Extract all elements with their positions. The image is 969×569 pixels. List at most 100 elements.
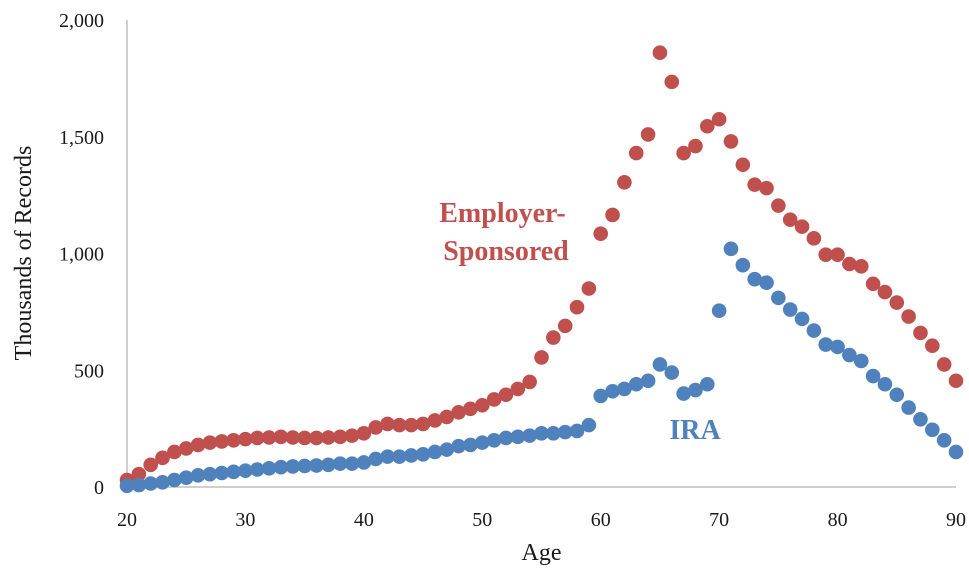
ira-point [569, 423, 585, 439]
ira-point [380, 449, 395, 464]
y-axis-ticks: 0 500 1,000 1,500 2,000 [59, 10, 104, 499]
employer-sponsored-point [664, 74, 680, 90]
ira-point [249, 462, 265, 477]
x-tick-label: 50 [472, 509, 492, 531]
ira-point [711, 303, 727, 319]
ira-point [700, 376, 715, 392]
ira-point [782, 302, 798, 317]
employer-sponsored-point [628, 145, 644, 161]
employer-sponsored-point [557, 318, 573, 334]
employer-sponsored-point [771, 198, 786, 213]
ira-point [143, 476, 158, 491]
ira-point [498, 430, 514, 446]
ira-point [925, 422, 940, 438]
data-points [119, 45, 964, 494]
employer-sponsored-point [948, 373, 964, 389]
ira-point [178, 470, 194, 485]
ira-point [688, 382, 703, 398]
x-tick-label: 80 [828, 509, 848, 531]
x-tick-label: 30 [235, 509, 255, 531]
employer-sponsored-point [794, 219, 810, 234]
ira-point [581, 417, 597, 433]
ira-point [226, 464, 241, 480]
employer-sponsored-point [368, 420, 384, 435]
employer-sponsored-point [842, 256, 857, 272]
ira-point [747, 271, 762, 287]
y-tick-label: 2,000 [59, 10, 104, 32]
ira-point [285, 459, 301, 474]
ira-label: IRA [669, 415, 721, 446]
employer-sponsored-point [463, 401, 478, 417]
ira-point [486, 433, 502, 448]
x-tick-label: 70 [709, 509, 729, 531]
ira-point [735, 257, 751, 273]
ira-point [865, 368, 881, 384]
employer-sponsored-point [202, 435, 218, 450]
employer-sponsored-point [818, 247, 834, 262]
ira-point [806, 323, 822, 338]
employer-sponsored-label-line2: Sponsored [443, 236, 569, 267]
employer-sponsored-point [167, 444, 182, 460]
x-tick-label: 60 [591, 509, 611, 531]
employer-sponsored-point [439, 409, 455, 425]
ira-point [913, 411, 928, 427]
ira-point [948, 444, 964, 460]
employer-sponsored-point [344, 428, 360, 443]
employer-sponsored-point [676, 145, 691, 161]
ira-point [202, 466, 218, 482]
ira-point [190, 468, 206, 483]
ira-point [557, 424, 573, 440]
employer-sponsored-point [546, 330, 561, 345]
employer-sponsored-point [498, 387, 514, 403]
employer-sponsored-point [415, 416, 431, 432]
ira-point [427, 444, 443, 460]
x-axis-ticks: 20 30 40 50 60 70 80 90 [117, 509, 966, 531]
ira-point [628, 376, 644, 392]
employer-sponsored-point [711, 111, 727, 127]
employer-sponsored-point [853, 259, 869, 274]
employer-sponsored-point [427, 413, 443, 428]
employer-sponsored-point [581, 281, 597, 296]
ira-point [510, 429, 526, 445]
employer-sponsored-point [569, 299, 585, 315]
employer-sponsored-point [297, 430, 312, 446]
employer-sponsored-point [605, 207, 620, 223]
employer-sponsored-point [143, 457, 158, 473]
ira-point [474, 435, 490, 450]
employer-sponsored-point [309, 430, 324, 446]
employer-sponsored-point [226, 433, 241, 448]
ira-point [853, 353, 869, 369]
employer-sponsored-point [238, 431, 253, 447]
ira-point [155, 475, 170, 490]
ira-point [297, 458, 312, 474]
ira-point [356, 455, 372, 470]
employer-sponsored-point [190, 437, 206, 453]
employer-sponsored-point [652, 45, 668, 60]
employer-sponsored-point [759, 180, 774, 196]
ira-point [392, 449, 407, 464]
employer-sponsored-point [214, 434, 230, 449]
ira-point [640, 373, 656, 389]
ira-point [818, 337, 834, 352]
series-ira [119, 241, 964, 494]
ira-point [261, 461, 277, 476]
ira-point [415, 447, 431, 462]
y-tick-label: 0 [94, 477, 104, 499]
ira-point [830, 339, 845, 355]
employer-sponsored-point [321, 430, 336, 445]
ira-point [214, 465, 230, 481]
employer-sponsored-point [735, 157, 751, 173]
employer-sponsored-point [688, 138, 703, 154]
employer-sponsored-point [261, 430, 277, 445]
employer-sponsored-point [925, 338, 940, 354]
employer-sponsored-point [356, 425, 372, 441]
employer-sponsored-point [889, 295, 905, 310]
ira-point [238, 463, 253, 478]
ira-point [344, 456, 360, 471]
employer-sponsored-point [617, 174, 632, 190]
ira-label-line1: IRA [669, 415, 721, 446]
employer-sponsored-point [936, 357, 952, 372]
employer-sponsored-point [380, 416, 395, 432]
ira-point [131, 477, 147, 493]
employer-sponsored-point [700, 118, 715, 134]
